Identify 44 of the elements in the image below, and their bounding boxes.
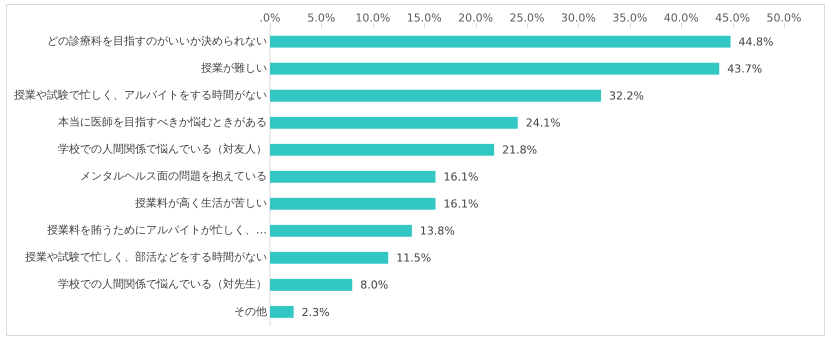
- bar: [270, 62, 720, 75]
- data-label: 8.0%: [360, 278, 388, 292]
- x-tick-label: .0%: [260, 11, 280, 24]
- x-tick-label: 50.0%: [766, 11, 802, 24]
- y-tick-label: メンタルヘルス面の問題を抱えている: [80, 170, 267, 183]
- y-tick-label: どの診療科を目指すのがいいか決められない: [47, 34, 267, 48]
- y-tick-label: 授業や試験で忙しく、アルバイトをする時間がない: [14, 88, 267, 102]
- bar: [270, 36, 731, 48]
- data-label: 2.3%: [302, 306, 330, 319]
- bar: [270, 224, 412, 237]
- x-tick-label: 30.0%: [560, 11, 596, 24]
- data-label: 24.1%: [526, 116, 561, 130]
- y-tick-label: 授業や試験で忙しく、部活などをする時間がない: [25, 250, 267, 264]
- y-tick-label: 学校での人間関係で悩んでいる（対友人）: [58, 142, 267, 156]
- x-tick-label: 35.0%: [612, 11, 648, 24]
- x-tick-label: 10.0%: [355, 11, 390, 24]
- bar: [270, 170, 436, 183]
- x-tick-label: 25.0%: [510, 11, 544, 24]
- data-label: 13.8%: [420, 224, 455, 238]
- data-label: 16.1%: [444, 198, 478, 211]
- bar: [270, 278, 352, 291]
- y-tick-label: その他: [234, 304, 267, 318]
- bar: [270, 144, 494, 156]
- y-tick-label: 本当に医師を目指すべきか悩むときがある: [58, 116, 267, 129]
- data-label: 43.7%: [727, 62, 762, 76]
- bar: [270, 90, 602, 102]
- x-tick-label: 20.0%: [458, 11, 494, 24]
- x-tick-label: 45.0%: [715, 11, 750, 24]
- data-label: 21.8%: [502, 144, 538, 157]
- y-tick-label: 学校での人間関係で悩んでいる（対先生）: [58, 278, 267, 291]
- x-tick-label: 5.0%: [307, 11, 336, 24]
- data-label: 44.8%: [738, 36, 774, 49]
- y-tick-label: 授業料が高く生活が苦しい: [135, 196, 267, 210]
- data-label: 11.5%: [396, 252, 432, 265]
- bar: [270, 116, 518, 129]
- x-tick-label: 40.0%: [664, 11, 699, 24]
- y-tick-label: 授業が難しい: [201, 62, 267, 75]
- data-label: 16.1%: [444, 170, 478, 184]
- x-tick-label: 15.0%: [406, 11, 442, 24]
- bar: [270, 306, 294, 318]
- data-label: 32.2%: [609, 90, 644, 103]
- bar: [270, 198, 436, 210]
- y-tick-label: 授業料を賄うためにアルバイトが忙しく、…: [47, 224, 267, 237]
- bar: [270, 252, 388, 264]
